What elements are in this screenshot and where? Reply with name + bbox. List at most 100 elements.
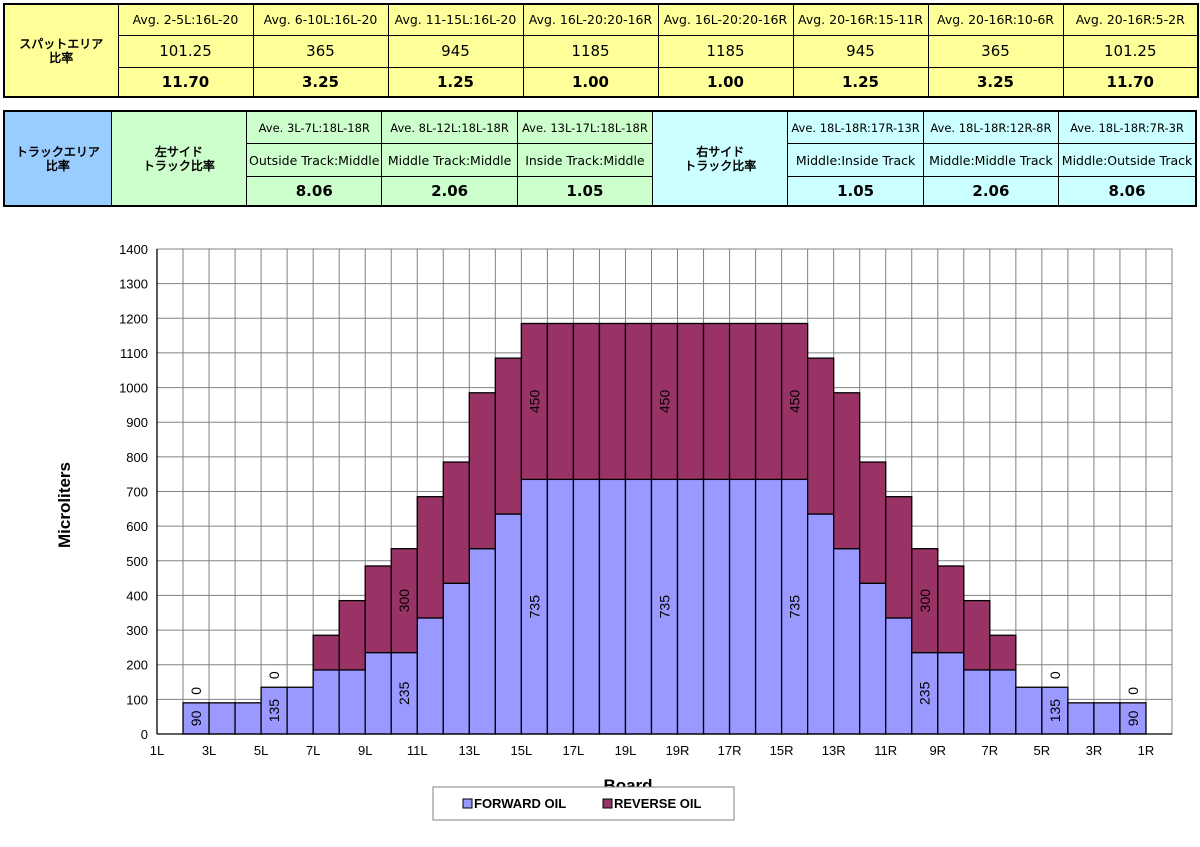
data-label-reverse-oil-10r: 300 (917, 589, 933, 613)
spot-ratio-cell: 3.25 (927, 66, 1064, 98)
bar-forward-oil-7r (989, 669, 1017, 735)
spot-value-cell: 365 (252, 34, 389, 68)
bar-reverse-oil-8l (338, 599, 366, 671)
x-tick-label: 9L (358, 743, 372, 758)
left-side-title: 左サイド トラック比率 (110, 110, 248, 207)
bar-reverse-oil-15l (520, 322, 549, 481)
data-label-reverse-oil-15l: 450 (526, 390, 542, 414)
left-track-ratio: 2.06 (381, 175, 518, 207)
legend-label-reverse-oil: REVERSE OIL (614, 796, 701, 811)
spot-value-cell: 945 (792, 34, 929, 68)
left-track-label: Middle Track:Middle (381, 143, 518, 177)
bar-reverse-oil-9r (937, 565, 965, 654)
data-labels: 90 0 135 0 235 300 735 450 735 450 735 450 235 300 135… (188, 390, 1141, 727)
spot-value-cell: 101.25 (1062, 34, 1199, 68)
bar-reverse-oil-15r (780, 322, 809, 481)
spot-ratio-cell: 1.00 (522, 66, 659, 98)
bar-reverse-oil-18r (702, 322, 731, 481)
bar-reverse-oil-12l (442, 461, 470, 584)
bar-forward-oil-5l (260, 686, 288, 735)
bar-reverse-oil-20 (650, 322, 679, 481)
right-track-header: Ave. 18L-18R:12R-8R (922, 110, 1060, 145)
data-label-forward-oil-20: 735 (657, 595, 673, 619)
x-tick-label: 17R (718, 743, 742, 758)
x-tick-label: 3R (1086, 743, 1103, 758)
y-tick-label: 900 (126, 415, 148, 430)
y-tick-label: 800 (126, 450, 148, 465)
y-tick-label: 1400 (119, 242, 148, 257)
bar-forward-oil-11r (885, 617, 913, 735)
bar-forward-oil-16l (546, 478, 575, 735)
bar-forward-oil-9r (937, 651, 965, 735)
spot-value-cell: 1185 (657, 34, 794, 68)
bar-forward-oil-8l (338, 669, 366, 735)
left-side-title-line: トラック比率 (142, 158, 215, 173)
y-tick-label: 500 (126, 554, 148, 569)
spot-ratio-cell: 3.25 (252, 66, 389, 98)
right-track-header: Ave. 18L-18R:7R-3R (1058, 110, 1197, 145)
bar-reverse-oil-14r (806, 357, 835, 515)
spot-header-cell: Avg. 20-16R:10-6R (927, 3, 1064, 36)
x-tick-label: 7L (306, 743, 320, 758)
bar-reverse-oil-17l (572, 322, 601, 481)
y-tick-label: 1100 (120, 346, 148, 361)
left-track-label: Outside Track:Middle (246, 143, 383, 177)
spot-ratio-cell: 1.25 (387, 66, 524, 98)
x-tick-label: 1R (1138, 743, 1155, 758)
bar-forward-oil-2r (1119, 702, 1147, 735)
x-tick-label: 5R (1034, 743, 1051, 758)
bar-forward-oil-14l (494, 513, 523, 735)
y-axis-title: Microliters (55, 462, 74, 548)
y-tick-label: 100 (126, 692, 148, 707)
bar-forward-oil-19l (624, 478, 653, 735)
x-tick-label: 15R (770, 743, 794, 758)
bar-reverse-oil-18l (598, 322, 627, 481)
left-track-header: Ave. 3L-7L:18L-18R (246, 110, 383, 145)
y-tick-label: 1200 (119, 311, 148, 326)
spot-header-cell: Avg. 11-15L:16L-20 (387, 3, 524, 36)
spot-value-cell: 1185 (522, 34, 659, 68)
axes: 0100200300400500600700800900100011001200… (119, 242, 1172, 758)
right-side-title-line: 右サイド (696, 144, 745, 159)
data-label-reverse-oil-2l: 0 (188, 687, 204, 695)
bar-reverse-oil-8r (963, 599, 991, 671)
spot-header-cell: Avg. 16L-20:20-16R (522, 3, 659, 36)
bar-reverse-oil-17r (728, 322, 757, 481)
bar-reverse-oil-10l (390, 548, 418, 654)
left-side-title-line: 左サイド (154, 144, 203, 159)
bar-reverse-oil-7r (989, 634, 1017, 671)
bar-forward-oil-3r (1093, 702, 1121, 735)
legend-swatch-forward-oil (462, 798, 473, 809)
bar-reverse-oil-9l (364, 565, 392, 654)
track-area-row-title: トラックエリア 比率 (3, 110, 112, 207)
x-tick-label: 19L (615, 743, 637, 758)
right-side-title: 右サイド トラック比率 (652, 110, 789, 207)
bar-reverse-oil-7l (312, 634, 340, 671)
spot-value-cell: 101.25 (117, 34, 254, 68)
bar-forward-oil-12r (859, 582, 887, 735)
data-label-forward-oil-5r: 135 (1047, 699, 1063, 723)
spot-area-title-line: スパットエリア (19, 36, 104, 51)
x-tick-label: 7R (982, 743, 999, 758)
bars (182, 322, 1147, 735)
bar-forward-oil-16r (754, 478, 783, 735)
left-track-header: Ave. 8L-12L:18L-18R (381, 110, 518, 145)
spot-header-cell: Avg. 2-5L:16L-20 (117, 3, 254, 36)
spot-ratio-cell: 11.70 (1062, 66, 1199, 98)
bar-forward-oil-6l (286, 686, 314, 735)
bar-forward-oil-11l (416, 617, 444, 735)
bar-reverse-oil-13r (833, 392, 861, 550)
y-tick-label: 700 (126, 485, 148, 500)
spot-area-row-title: スパットエリア 比率 (3, 3, 119, 98)
left-track-label: Inside Track:Middle (516, 143, 654, 177)
data-label-forward-oil-5l: 135 (266, 699, 282, 723)
spot-ratio-cell: 1.00 (657, 66, 794, 98)
x-tick-label: 13R (822, 743, 846, 758)
right-track-ratio: 2.06 (922, 175, 1060, 207)
bar-forward-oil-4l (234, 702, 262, 735)
x-tick-label: 15L (511, 743, 533, 758)
left-track-ratio: 1.05 (516, 175, 654, 207)
data-label-forward-oil-10l: 235 (396, 681, 412, 705)
bar-reverse-oil-16r (754, 322, 783, 481)
